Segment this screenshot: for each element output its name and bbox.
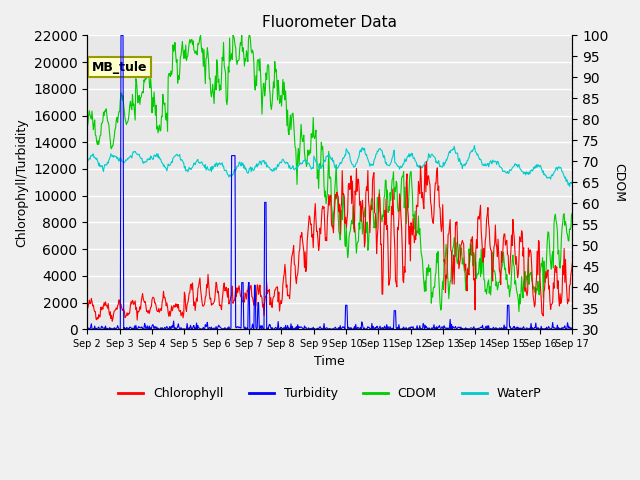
Y-axis label: Chlorophyll/Turbidity: Chlorophyll/Turbidity: [15, 118, 28, 247]
X-axis label: Time: Time: [314, 355, 345, 368]
Legend: Chlorophyll, Turbidity, CDOM, WaterP: Chlorophyll, Turbidity, CDOM, WaterP: [113, 383, 547, 406]
Title: Fluorometer Data: Fluorometer Data: [262, 15, 397, 30]
Y-axis label: CDOM: CDOM: [612, 163, 625, 202]
Text: MB_tule: MB_tule: [92, 60, 148, 73]
